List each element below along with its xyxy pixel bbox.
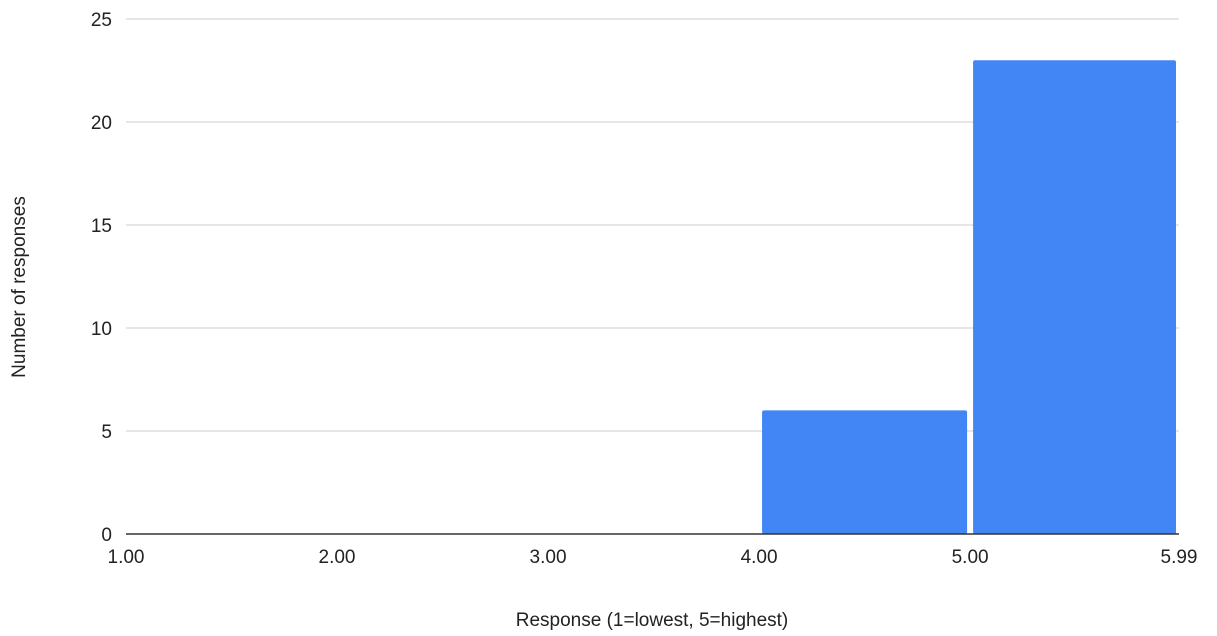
bar-5-5.99 (973, 60, 1176, 534)
y-tick-labels: 0 5 10 15 20 25 (91, 10, 112, 546)
x-tick-label: 3.00 (530, 547, 567, 568)
x-tick-label: 5.99 (1161, 547, 1198, 568)
y-tick-label: 20 (91, 113, 112, 134)
x-tick-label: 1.00 (108, 547, 145, 568)
y-tick-label: 5 (101, 422, 112, 443)
y-axis-title: Number of responses (9, 196, 30, 378)
y-tick-label: 25 (91, 10, 112, 31)
x-tick-label: 2.00 (319, 547, 356, 568)
bars (762, 60, 1176, 534)
y-tick-label: 0 (101, 525, 112, 546)
x-tick-label: 4.00 (741, 547, 778, 568)
x-tick-labels: 1.00 2.00 3.00 4.00 5.00 5.99 (108, 547, 1198, 568)
x-tick-label: 5.00 (952, 547, 989, 568)
x-axis-title: Response (1=lowest, 5=highest) (516, 610, 789, 631)
bar-4-5 (762, 410, 968, 534)
y-tick-label: 15 (91, 216, 112, 237)
y-tick-label: 10 (91, 319, 112, 340)
